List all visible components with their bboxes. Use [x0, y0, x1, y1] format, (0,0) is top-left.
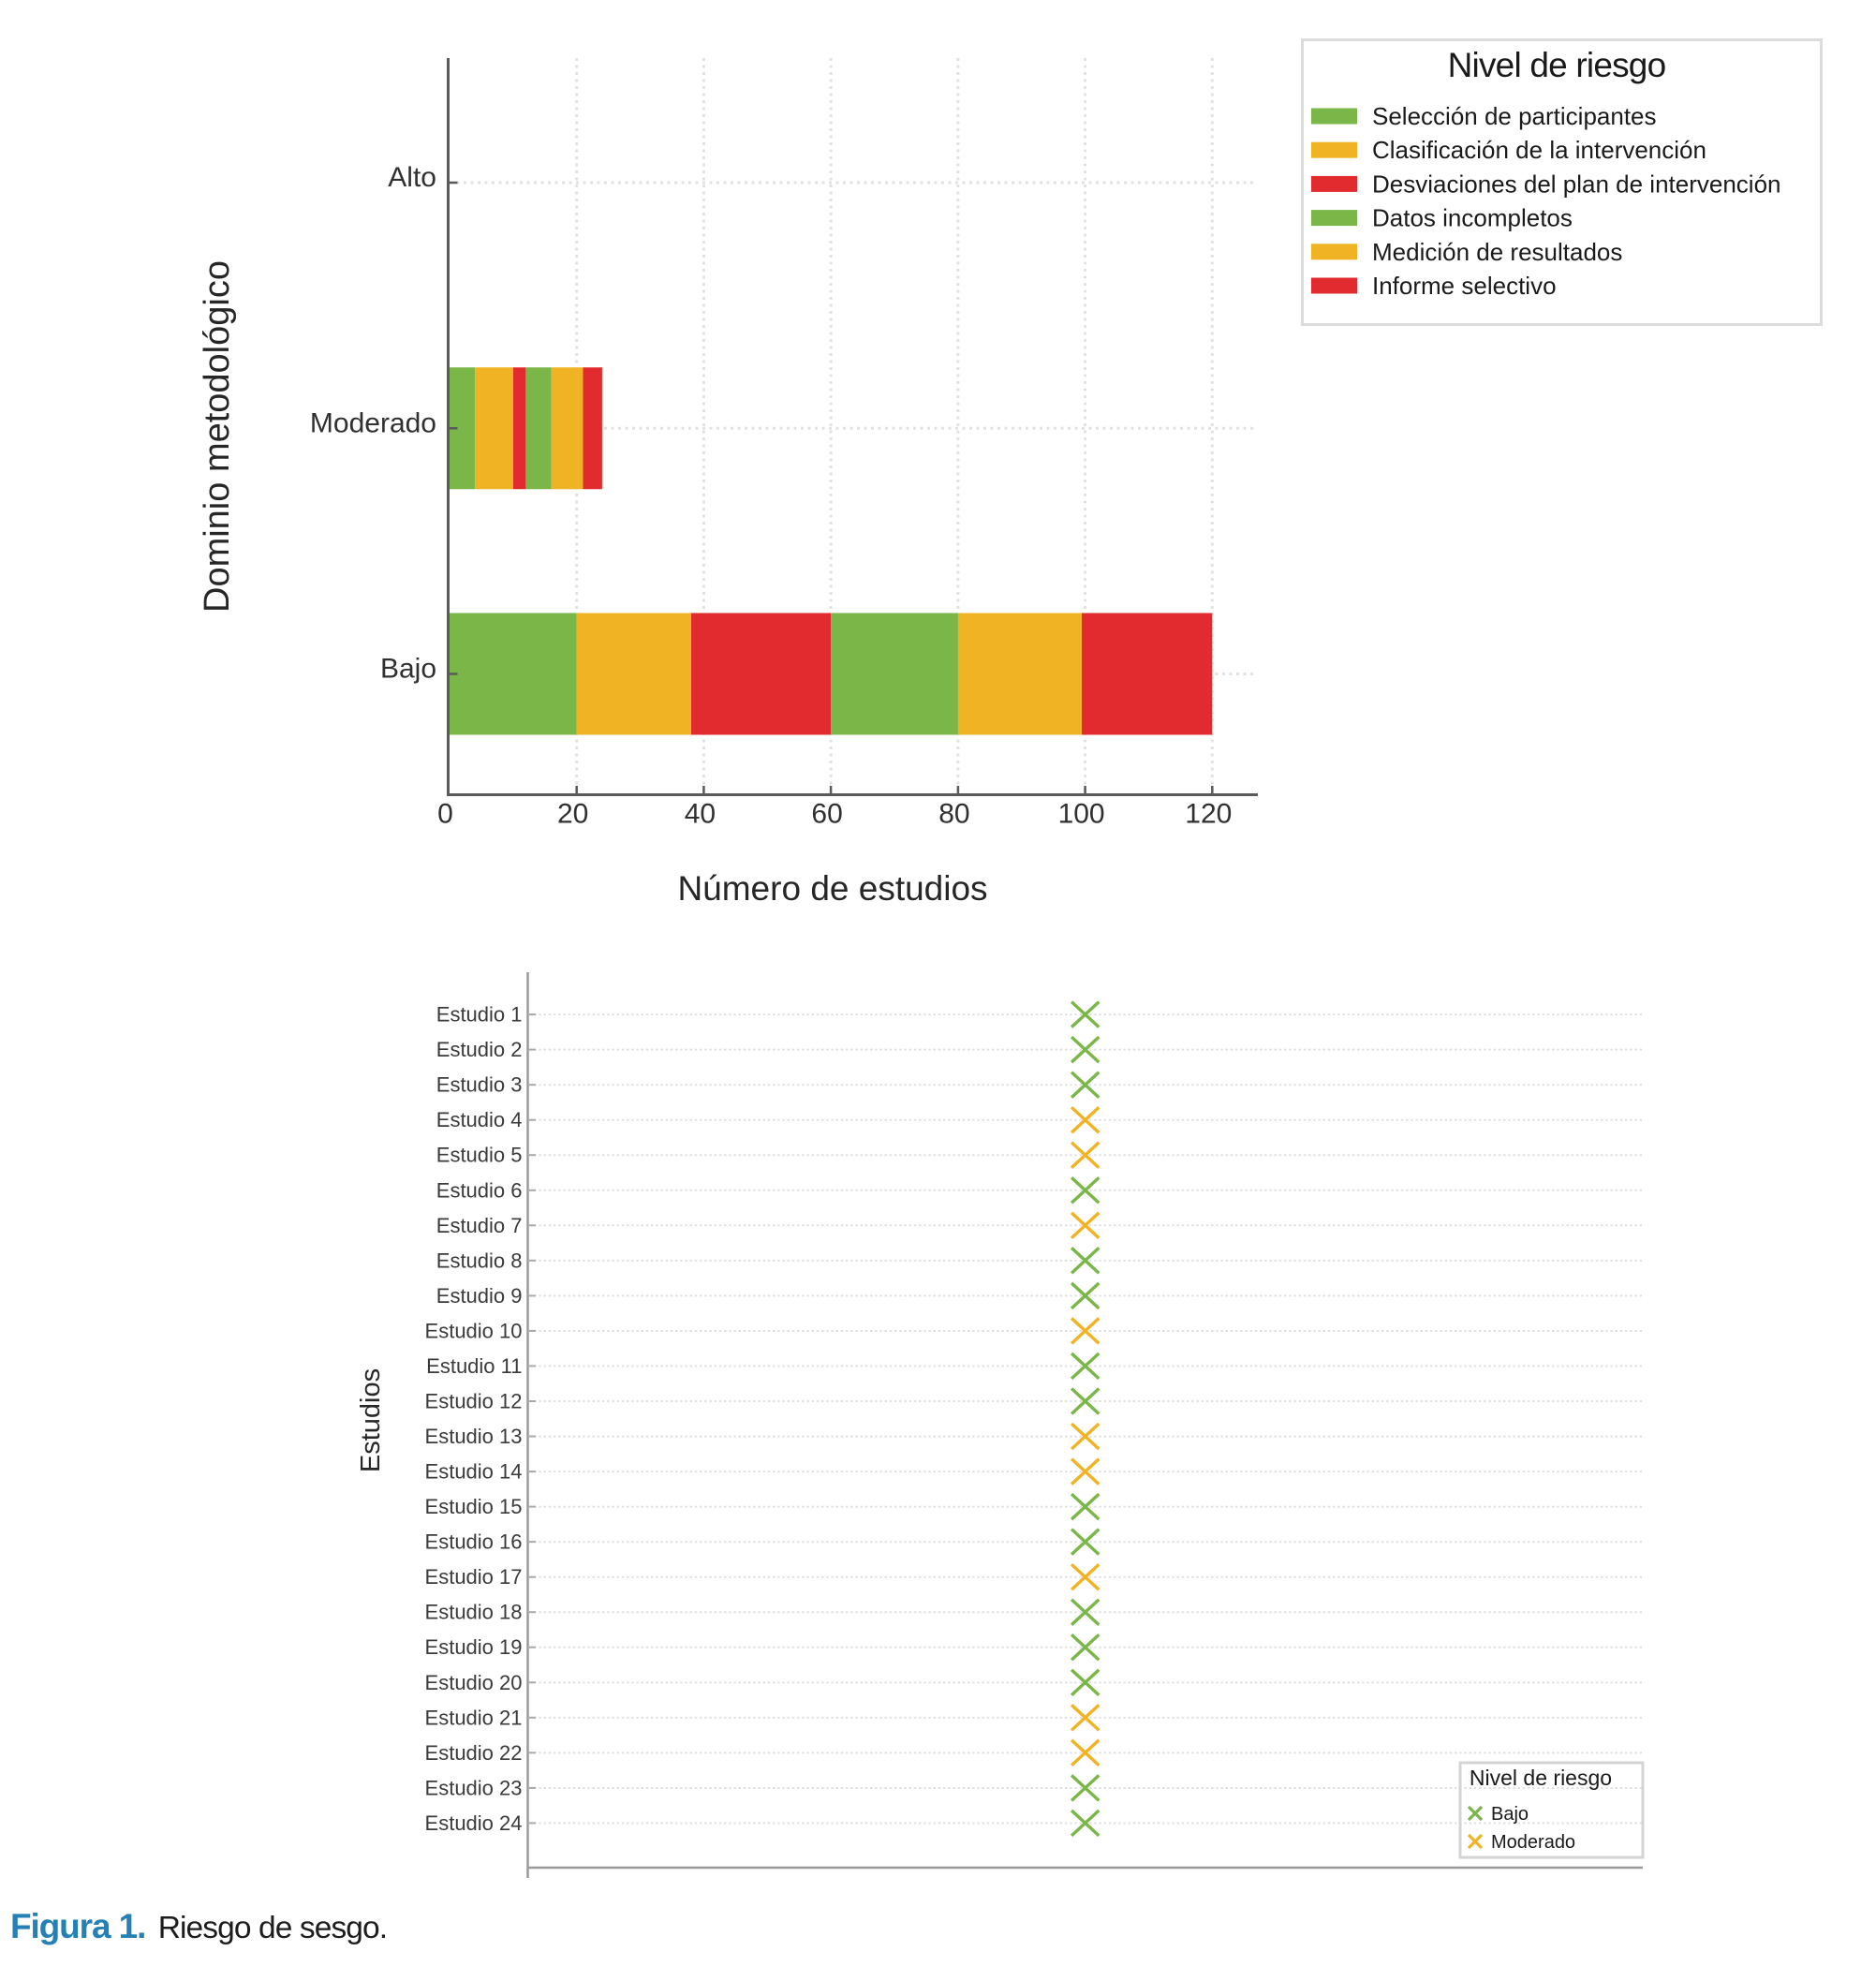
svg-text:120: 120 — [1185, 799, 1232, 830]
svg-text:Figura 1. Riesgo de sesgo.: Figura 1. Riesgo de sesgo. — [10, 1907, 387, 1945]
svg-text:Datos incompletos: Datos incompletos — [1372, 204, 1573, 232]
svg-text:Dominio metodológico: Dominio metodológico — [198, 260, 237, 613]
svg-text:Estudio 7: Estudio 7 — [436, 1214, 523, 1237]
svg-text:Bajo: Bajo — [1491, 1804, 1529, 1825]
svg-text:Estudio 17: Estudio 17 — [425, 1565, 523, 1589]
svg-text:Estudio 9: Estudio 9 — [436, 1284, 523, 1308]
svg-text:Desviaciones del plan de inter: Desviaciones del plan de intervención — [1372, 170, 1781, 198]
svg-text:Bajo: Bajo — [380, 654, 436, 685]
svg-text:Estudio 19: Estudio 19 — [425, 1635, 523, 1659]
svg-text:Estudio 14: Estudio 14 — [425, 1460, 523, 1484]
svg-text:Estudio 6: Estudio 6 — [436, 1178, 523, 1202]
svg-text:Estudio 11: Estudio 11 — [426, 1354, 522, 1378]
svg-text:Estudio 21: Estudio 21 — [425, 1706, 523, 1729]
svg-text:40: 40 — [685, 799, 716, 830]
svg-text:Estudio 23: Estudio 23 — [425, 1776, 523, 1799]
svg-text:Medición de resultados: Medición de resultados — [1372, 238, 1622, 266]
svg-text:Estudios: Estudios — [356, 1368, 386, 1472]
svg-text:Alto: Alto — [388, 162, 436, 193]
svg-text:Clasificación de la intervenci: Clasificación de la intervención — [1372, 136, 1706, 164]
svg-text:Estudio 20: Estudio 20 — [425, 1671, 523, 1694]
svg-text:Selección de participantes: Selección de participantes — [1372, 102, 1657, 130]
svg-text:Estudio 5: Estudio 5 — [436, 1144, 523, 1167]
svg-text:Estudio 8: Estudio 8 — [436, 1249, 523, 1272]
svg-text:Estudio 18: Estudio 18 — [425, 1601, 523, 1624]
svg-text:Moderado: Moderado — [1491, 1832, 1575, 1853]
svg-text:Estudio 16: Estudio 16 — [425, 1530, 523, 1554]
svg-text:Estudio 10: Estudio 10 — [425, 1319, 523, 1342]
svg-text:Estudio 12: Estudio 12 — [425, 1390, 523, 1413]
svg-text:Estudio 3: Estudio 3 — [436, 1073, 523, 1097]
svg-text:Informe selectivo: Informe selectivo — [1372, 272, 1557, 300]
svg-text:20: 20 — [557, 799, 588, 830]
svg-text:Estudio 4: Estudio 4 — [436, 1108, 523, 1131]
svg-text:100: 100 — [1058, 799, 1105, 830]
svg-text:Estudio 13: Estudio 13 — [425, 1425, 523, 1448]
svg-text:Nivel de riesgo: Nivel de riesgo — [1470, 1766, 1612, 1790]
svg-text:Estudio 15: Estudio 15 — [425, 1495, 523, 1518]
svg-text:Número de estudios: Número de estudios — [677, 869, 987, 908]
svg-text:Estudio 22: Estudio 22 — [425, 1741, 523, 1765]
svg-text:0: 0 — [437, 799, 453, 830]
svg-text:Estudio 1: Estudio 1 — [436, 1003, 523, 1027]
svg-text:Nivel de riesgo: Nivel de riesgo — [1448, 46, 1666, 84]
svg-text:80: 80 — [938, 799, 969, 830]
svg-text:60: 60 — [811, 799, 842, 830]
svg-text:Estudio 2: Estudio 2 — [436, 1038, 523, 1061]
svg-text:Estudio 24: Estudio 24 — [425, 1811, 523, 1835]
svg-text:Moderado: Moderado — [310, 407, 436, 438]
